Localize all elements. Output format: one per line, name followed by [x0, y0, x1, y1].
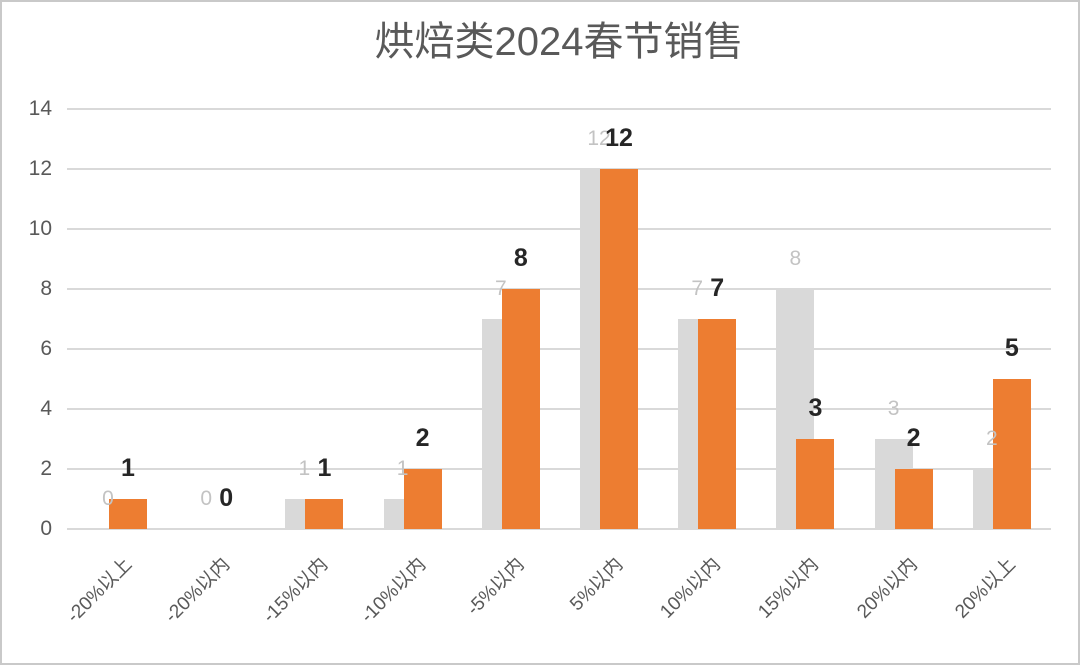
y-axis-tick-label: 6 [40, 337, 52, 360]
gridline [67, 408, 1051, 410]
bar-orange-series [109, 499, 147, 529]
data-label-gray-series: 8 [789, 247, 802, 270]
data-label-orange-series: 5 [1004, 334, 1019, 362]
bar-orange-series [305, 499, 344, 529]
data-label-orange-series: 3 [808, 394, 823, 422]
gridline [67, 348, 1051, 350]
y-axis-tick-label: 12 [28, 157, 52, 180]
y-axis-tick-label: 8 [40, 277, 52, 300]
y-axis-tick-label: 10 [28, 217, 52, 240]
bar-orange-series [501, 289, 540, 529]
x-axis-tick-label: 10%以内 [656, 554, 726, 623]
bar-orange-series [698, 319, 737, 529]
bar-orange-series [600, 169, 638, 529]
x-axis-tick-label: 20%以上 [951, 554, 1020, 623]
y-axis-tick-label: 4 [40, 397, 52, 420]
x-axis-tick-label: -20%以内 [160, 554, 235, 628]
y-axis-tick-label: 0 [40, 517, 52, 540]
data-label-gray-series: 7 [691, 277, 704, 300]
x-axis-tick-label: 5%以内 [565, 554, 627, 616]
gridline [67, 228, 1051, 230]
gridline [67, 468, 1051, 470]
data-label-gray-series: 3 [887, 397, 900, 420]
data-label-orange-series: 2 [415, 424, 430, 452]
data-label-orange-series: 0 [219, 484, 234, 512]
chart-title: 烘焙类2024春节销售 [374, 20, 744, 64]
bar-orange-series [894, 469, 933, 529]
x-axis-tick-label: 20%以内 [852, 554, 922, 623]
data-label-gray-series: 0 [200, 487, 213, 510]
gridline [67, 528, 1051, 530]
y-axis-tick-label: 14 [28, 97, 52, 120]
data-label-gray-series: 1 [298, 457, 311, 480]
x-axis-tick-label: -20%以上 [62, 554, 136, 628]
bar-orange-series [796, 439, 835, 529]
data-label-orange-series: 1 [121, 454, 135, 482]
x-axis-tick-label: -10%以内 [357, 554, 431, 628]
data-label-orange-series: 12 [605, 124, 633, 152]
data-label-orange-series: 8 [513, 244, 528, 272]
data-label-orange-series: 7 [710, 274, 725, 302]
data-label-gray-series: 12 [587, 127, 611, 150]
data-label-orange-series: 1 [317, 454, 332, 482]
data-label-gray-series: 2 [985, 427, 998, 450]
gridline [67, 168, 1051, 170]
data-label-gray-series: 0 [102, 487, 114, 510]
data-label-orange-series: 2 [906, 424, 921, 452]
x-axis-tick-label: -15%以内 [259, 554, 333, 628]
gridline [67, 288, 1051, 290]
x-axis-tick-label: -5%以内 [463, 554, 529, 620]
y-axis-tick-label: 2 [40, 457, 52, 480]
data-label-gray-series: 7 [494, 277, 507, 300]
gridline [67, 108, 1051, 110]
x-axis-tick-label: 15%以内 [754, 554, 824, 623]
data-label-gray-series: 1 [396, 457, 409, 480]
bar-orange-series [992, 379, 1031, 529]
bar-orange-series [403, 469, 442, 529]
